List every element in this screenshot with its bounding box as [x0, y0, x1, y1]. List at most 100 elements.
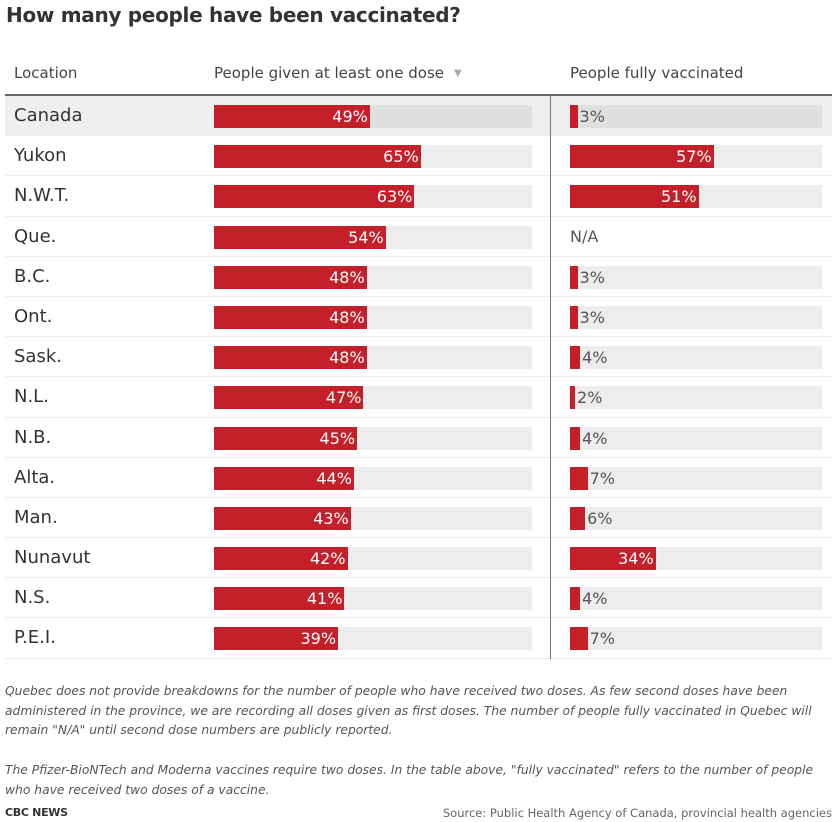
table-row: Yukon 65% 57%	[5, 136, 832, 177]
table-row: Que. 54% N/A	[5, 217, 832, 257]
fully-vaccinated-bar	[570, 265, 578, 289]
location-cell: Sask.	[14, 346, 62, 368]
fully-vaccinated-bar	[570, 627, 588, 651]
fully-vaccinated-label: 2%	[577, 388, 603, 408]
location-cell: N.L.	[14, 386, 49, 408]
table-row: N.L. 47% 2%	[5, 377, 832, 418]
table-row: Alta. 44% 7%	[5, 458, 832, 498]
column-header-fully-vaccinated[interactable]: People fully vaccinated	[570, 64, 744, 82]
first-dose-label: 41%	[306, 589, 343, 609]
first-dose-track: 63%	[214, 185, 532, 209]
first-dose-track: 48%	[214, 265, 532, 289]
first-dose-label: 48%	[329, 348, 365, 368]
fully-vaccinated-track: 7%	[570, 627, 822, 651]
first-dose-label: 39%	[300, 629, 337, 649]
first-dose-bar	[214, 587, 345, 611]
location-cell: N.B.	[14, 426, 52, 448]
fully-vaccinated-na: N/A	[570, 226, 599, 246]
table-row: N.S. 41% 4%	[5, 578, 832, 619]
fully-vaccinated-track: 6%	[570, 506, 822, 530]
first-dose-label: 45%	[319, 428, 356, 448]
first-dose-label: 43%	[313, 508, 349, 528]
source-label: Source: Public Health Agency of Canada, …	[442, 806, 832, 820]
fully-vaccinated-bar	[570, 506, 586, 530]
table-row: Man. 43% 6%	[5, 498, 832, 539]
fully-vaccinated-track: 3%	[570, 105, 822, 128]
location-cell: Nunavut	[14, 547, 91, 569]
column-header-first-dose[interactable]: People given at least one dose ▼	[214, 64, 462, 82]
column-divider	[550, 96, 551, 659]
footnote-doses: The Pfizer-BioNTech and Moderna vaccines…	[5, 763, 814, 797]
header-divider	[5, 94, 832, 96]
first-dose-label: 47%	[325, 388, 362, 408]
table-row: Sask. 48% 4%	[5, 337, 832, 378]
first-dose-bar	[214, 346, 367, 370]
fully-vaccinated-label: 4%	[582, 589, 608, 609]
table-row: B.C. 48% 3%	[5, 257, 832, 297]
first-dose-track: 45%	[214, 426, 532, 450]
first-dose-track: 39%	[214, 627, 532, 651]
fully-vaccinated-track: 3%	[570, 305, 822, 329]
fully-vaccinated-track: 51%	[570, 185, 822, 209]
first-dose-bar	[214, 225, 386, 249]
location-cell: N.S.	[14, 587, 51, 609]
first-dose-bar	[214, 627, 339, 651]
location-cell: Man.	[14, 506, 58, 528]
first-dose-bar	[214, 145, 421, 169]
location-cell: N.W.T.	[14, 185, 70, 207]
first-dose-bar	[214, 105, 370, 128]
first-dose-bar	[214, 506, 351, 530]
location-cell: Alta.	[14, 466, 56, 488]
first-dose-track: 44%	[214, 466, 532, 490]
fully-vaccinated-bar	[570, 145, 714, 169]
location-cell: P.E.I.	[14, 627, 56, 649]
first-dose-label: 49%	[332, 107, 368, 126]
table-row: Nunavut 42% 34%	[5, 538, 832, 579]
fully-vaccinated-track: 3%	[570, 265, 822, 289]
first-dose-label: 54%	[348, 227, 384, 247]
first-dose-bar	[214, 466, 354, 490]
first-dose-bar	[214, 547, 348, 571]
table-row: N.W.T. 63% 51%	[5, 176, 832, 217]
table-row: P.E.I. 39% 7%	[5, 618, 832, 659]
table-row: Canada 49% 3%	[5, 96, 832, 137]
first-dose-track: 47%	[214, 386, 532, 410]
sort-down-icon[interactable]: ▼	[454, 68, 462, 79]
location-cell: Ont.	[14, 305, 53, 327]
first-dose-label: 65%	[383, 147, 419, 167]
first-dose-bar	[214, 305, 367, 329]
fully-vaccinated-label: 3%	[579, 267, 605, 287]
fully-vaccinated-bar	[570, 305, 578, 329]
fully-vaccinated-bar	[570, 386, 576, 410]
fully-vaccinated-bar	[570, 466, 588, 490]
first-dose-bar	[214, 426, 358, 450]
first-dose-bar	[214, 185, 415, 209]
fully-vaccinated-label: 4%	[582, 348, 608, 368]
first-dose-label: 44%	[316, 468, 352, 488]
location-cell: B.C.	[14, 265, 51, 287]
fully-vaccinated-track: 4%	[570, 587, 822, 611]
first-dose-label: 48%	[329, 267, 365, 287]
fully-vaccinated-track: 7%	[570, 466, 822, 490]
fully-vaccinated-bar	[570, 346, 581, 370]
fully-vaccinated-track: 4%	[570, 426, 822, 450]
fully-vaccinated-label: 57%	[676, 147, 712, 167]
first-dose-track: 48%	[214, 346, 532, 370]
table-body: Canada 49% 3% Yukon 65% 57% N.W.T. 63% 51% Que. 54…	[5, 96, 832, 659]
column-header-location[interactable]: Location	[14, 64, 78, 82]
first-dose-track: 54%	[214, 225, 532, 249]
first-dose-bar	[214, 265, 367, 289]
first-dose-label: 48%	[329, 307, 365, 327]
fully-vaccinated-label: 7%	[589, 629, 616, 649]
table-row: Ont. 48% 3%	[5, 297, 832, 338]
fully-vaccinated-bar	[570, 426, 581, 450]
fully-vaccinated-bar	[570, 185, 699, 209]
first-dose-bar	[214, 386, 364, 410]
fully-vaccinated-bar	[570, 587, 581, 611]
chart-title: How many people have been vaccinated?	[6, 3, 461, 27]
first-dose-track: 49%	[214, 105, 532, 128]
location-cell: Canada	[14, 105, 83, 126]
first-dose-track: 41%	[214, 587, 532, 611]
fully-vaccinated-track: 2%	[570, 386, 822, 410]
fully-vaccinated-label: 4%	[582, 428, 608, 448]
